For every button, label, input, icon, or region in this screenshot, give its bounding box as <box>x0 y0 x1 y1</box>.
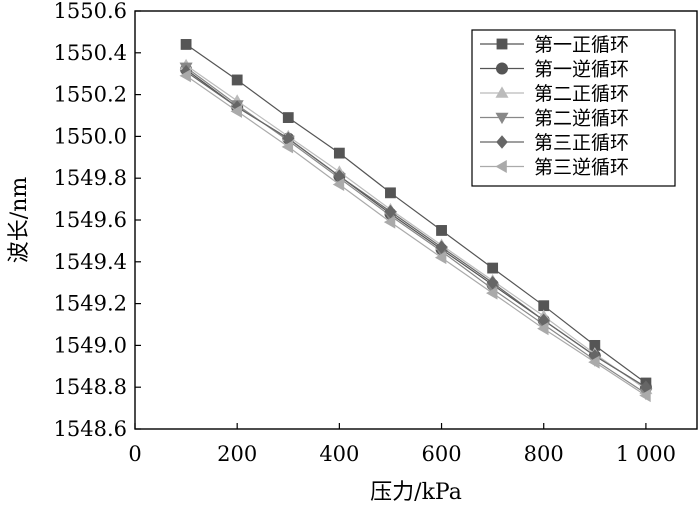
y-tick-label: 1549.0 <box>54 333 127 357</box>
legend-entry: 第一正循环 <box>480 34 629 56</box>
legend-label: 第三逆循环 <box>534 157 629 179</box>
y-tick-label: 1549.4 <box>54 250 127 274</box>
legend-marker <box>495 159 507 174</box>
legend-label: 第二正循环 <box>534 83 629 105</box>
data-point <box>230 104 242 118</box>
y-tick-label: 1550.4 <box>54 41 127 65</box>
x-tick-label: 600 <box>421 442 461 466</box>
series-1 <box>180 39 652 389</box>
y-tick-label: 1550.6 <box>54 0 127 23</box>
legend-entry: 第二逆循环 <box>480 108 629 130</box>
data-point <box>486 286 498 300</box>
data-point <box>639 389 651 403</box>
legend-marker <box>496 135 508 149</box>
data-point <box>434 251 447 265</box>
series-layer <box>179 39 653 403</box>
data-point <box>333 147 345 159</box>
data-point <box>588 355 600 369</box>
legend-label: 第三正循环 <box>534 132 629 154</box>
series-line <box>185 64 647 390</box>
y-axis-title: 波长/nm <box>7 177 32 264</box>
legend-frame <box>471 29 676 187</box>
legend-entry: 第三正循环 <box>480 132 629 154</box>
y-tick-label: 1550.2 <box>54 83 127 107</box>
x-tick-label: 1 000 <box>616 442 676 466</box>
y-tick-label: 1548.6 <box>54 417 127 441</box>
legend-label: 第一正循环 <box>534 34 629 56</box>
legend-label: 第一逆循环 <box>534 59 629 81</box>
data-point <box>435 240 448 254</box>
x-axis-ticks: 0 200 400 600 800 1 000 <box>128 423 676 466</box>
x-tick-label: 400 <box>319 442 359 466</box>
x-tick-label: 0 <box>128 442 141 466</box>
legend-label: 第二逆循环 <box>534 108 629 130</box>
x-tick-label: 800 <box>524 442 564 466</box>
legend-entry: 第一逆循环 <box>480 59 629 81</box>
series-line <box>185 71 647 388</box>
data-point <box>436 225 447 236</box>
y-tick-label: 1550.0 <box>54 124 127 148</box>
legend-entry: 第二正循环 <box>480 83 629 105</box>
data-point <box>383 215 396 229</box>
y-tick-label: 1549.2 <box>54 292 127 316</box>
series-line <box>185 75 647 397</box>
series-6 <box>179 69 651 403</box>
data-point <box>179 69 191 83</box>
series-line <box>185 43 647 384</box>
y-axis-ticks: 1548.6 1548.8 1549.0 1549.2 1549.4 1549.6 1549… <box>54 0 141 441</box>
data-point <box>385 187 396 199</box>
y-tick-label: 1549.6 <box>54 208 127 232</box>
x-axis-title: 压力/kPa <box>370 480 462 505</box>
data-point <box>180 39 192 50</box>
legend-marker <box>496 38 508 50</box>
y-tick-label: 1548.8 <box>54 375 127 399</box>
data-point <box>384 204 397 219</box>
data-point <box>487 262 499 274</box>
data-point <box>537 322 549 336</box>
legend-marker <box>495 112 509 125</box>
data-point <box>282 112 294 123</box>
x-tick-label: 200 <box>217 442 257 466</box>
data-point <box>332 177 345 191</box>
legend-marker <box>495 86 509 98</box>
data-point <box>486 275 499 290</box>
legend-entry: 第三逆循环 <box>480 157 629 179</box>
data-point <box>538 300 550 312</box>
legend-marker <box>495 62 508 75</box>
data-point <box>231 74 243 86</box>
y-tick-label: 1549.8 <box>54 166 127 190</box>
data-point <box>281 140 294 154</box>
